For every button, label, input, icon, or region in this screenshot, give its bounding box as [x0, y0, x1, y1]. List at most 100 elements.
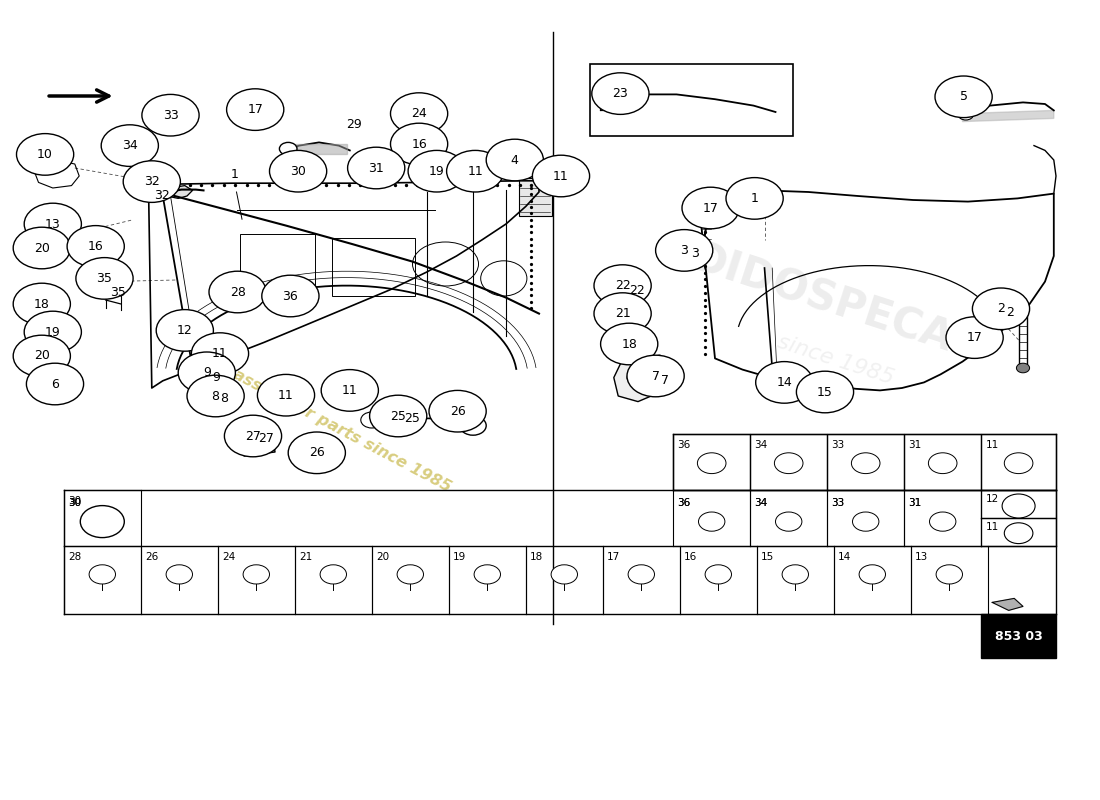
Text: 16: 16 — [88, 240, 103, 253]
Polygon shape — [962, 110, 1054, 122]
Circle shape — [460, 416, 486, 435]
Text: 18: 18 — [530, 552, 543, 562]
Text: 26: 26 — [309, 446, 324, 459]
Text: 9: 9 — [212, 371, 220, 384]
Circle shape — [782, 565, 808, 584]
Circle shape — [796, 371, 854, 413]
Text: 19: 19 — [453, 552, 466, 562]
Text: a passion for parts since 1985: a passion for parts since 1985 — [206, 354, 454, 494]
Text: 1: 1 — [231, 168, 239, 181]
Circle shape — [257, 374, 315, 416]
Circle shape — [16, 134, 74, 175]
Text: 27: 27 — [258, 432, 274, 445]
Text: 19: 19 — [429, 165, 444, 178]
Circle shape — [13, 227, 70, 269]
Text: 23: 23 — [613, 87, 628, 100]
Text: 15: 15 — [817, 386, 833, 398]
Text: 17: 17 — [703, 202, 718, 214]
Circle shape — [935, 76, 992, 118]
Circle shape — [532, 155, 590, 197]
Text: 36: 36 — [283, 290, 298, 302]
Circle shape — [594, 265, 651, 306]
Text: 11: 11 — [468, 165, 483, 178]
Text: 10: 10 — [37, 148, 53, 161]
Text: 12: 12 — [177, 324, 192, 337]
Circle shape — [601, 323, 658, 365]
Text: 16: 16 — [411, 138, 427, 150]
Text: 28: 28 — [68, 552, 81, 562]
Circle shape — [89, 512, 116, 531]
Text: 1: 1 — [750, 192, 759, 205]
Circle shape — [958, 109, 974, 120]
Circle shape — [776, 512, 802, 531]
Text: 34: 34 — [755, 440, 768, 450]
Text: 26: 26 — [450, 405, 465, 418]
Circle shape — [486, 139, 543, 181]
Circle shape — [594, 293, 651, 334]
Circle shape — [698, 512, 725, 531]
Circle shape — [89, 565, 116, 584]
Circle shape — [209, 271, 266, 313]
Text: 20: 20 — [34, 242, 50, 254]
Text: 31: 31 — [909, 498, 922, 508]
Text: 30: 30 — [68, 498, 81, 508]
Text: 13: 13 — [45, 218, 60, 230]
Text: 2: 2 — [1006, 306, 1014, 318]
Text: 22: 22 — [629, 284, 645, 297]
Circle shape — [972, 288, 1030, 330]
Circle shape — [390, 93, 448, 134]
Text: 853 03: 853 03 — [994, 630, 1043, 643]
Polygon shape — [614, 355, 669, 402]
Text: 7: 7 — [651, 370, 660, 382]
Text: since 1985: since 1985 — [776, 332, 896, 388]
Text: 34: 34 — [755, 498, 768, 508]
Circle shape — [243, 565, 270, 584]
Text: 15: 15 — [761, 552, 774, 562]
Circle shape — [67, 226, 124, 267]
Circle shape — [191, 333, 249, 374]
Text: 5: 5 — [959, 90, 968, 103]
Circle shape — [320, 565, 346, 584]
Text: 20: 20 — [376, 552, 389, 562]
Polygon shape — [160, 186, 192, 198]
Circle shape — [429, 390, 486, 432]
Text: 22: 22 — [615, 279, 630, 292]
Circle shape — [551, 565, 578, 584]
Circle shape — [370, 395, 427, 437]
Polygon shape — [992, 598, 1023, 610]
Bar — [590, 64, 793, 136]
Text: 28: 28 — [230, 286, 245, 298]
Text: 4: 4 — [510, 154, 519, 166]
Circle shape — [628, 565, 654, 584]
Circle shape — [397, 565, 424, 584]
Text: 7: 7 — [661, 374, 669, 386]
Circle shape — [26, 363, 84, 405]
Circle shape — [859, 565, 886, 584]
Circle shape — [390, 123, 448, 165]
Text: 16: 16 — [684, 552, 697, 562]
Circle shape — [627, 370, 649, 386]
Text: 36: 36 — [678, 498, 691, 508]
Text: 14: 14 — [838, 552, 851, 562]
Text: 14: 14 — [777, 376, 792, 389]
Circle shape — [348, 147, 405, 189]
Circle shape — [756, 362, 813, 403]
Text: 12: 12 — [986, 494, 999, 504]
Circle shape — [24, 203, 81, 245]
Text: 32: 32 — [154, 189, 169, 202]
Circle shape — [270, 150, 327, 192]
Text: 36: 36 — [678, 440, 691, 450]
Circle shape — [682, 187, 739, 229]
Circle shape — [156, 310, 213, 351]
Circle shape — [1004, 453, 1033, 474]
Text: 11: 11 — [986, 522, 999, 533]
Circle shape — [408, 150, 465, 192]
Text: 20: 20 — [34, 350, 50, 362]
Text: 24: 24 — [411, 107, 427, 120]
Circle shape — [1016, 363, 1030, 373]
Text: 26: 26 — [145, 552, 158, 562]
Text: 3: 3 — [680, 244, 689, 257]
Text: 36: 36 — [678, 498, 691, 508]
Text: 30: 30 — [290, 165, 306, 178]
Bar — [519, 178, 552, 216]
